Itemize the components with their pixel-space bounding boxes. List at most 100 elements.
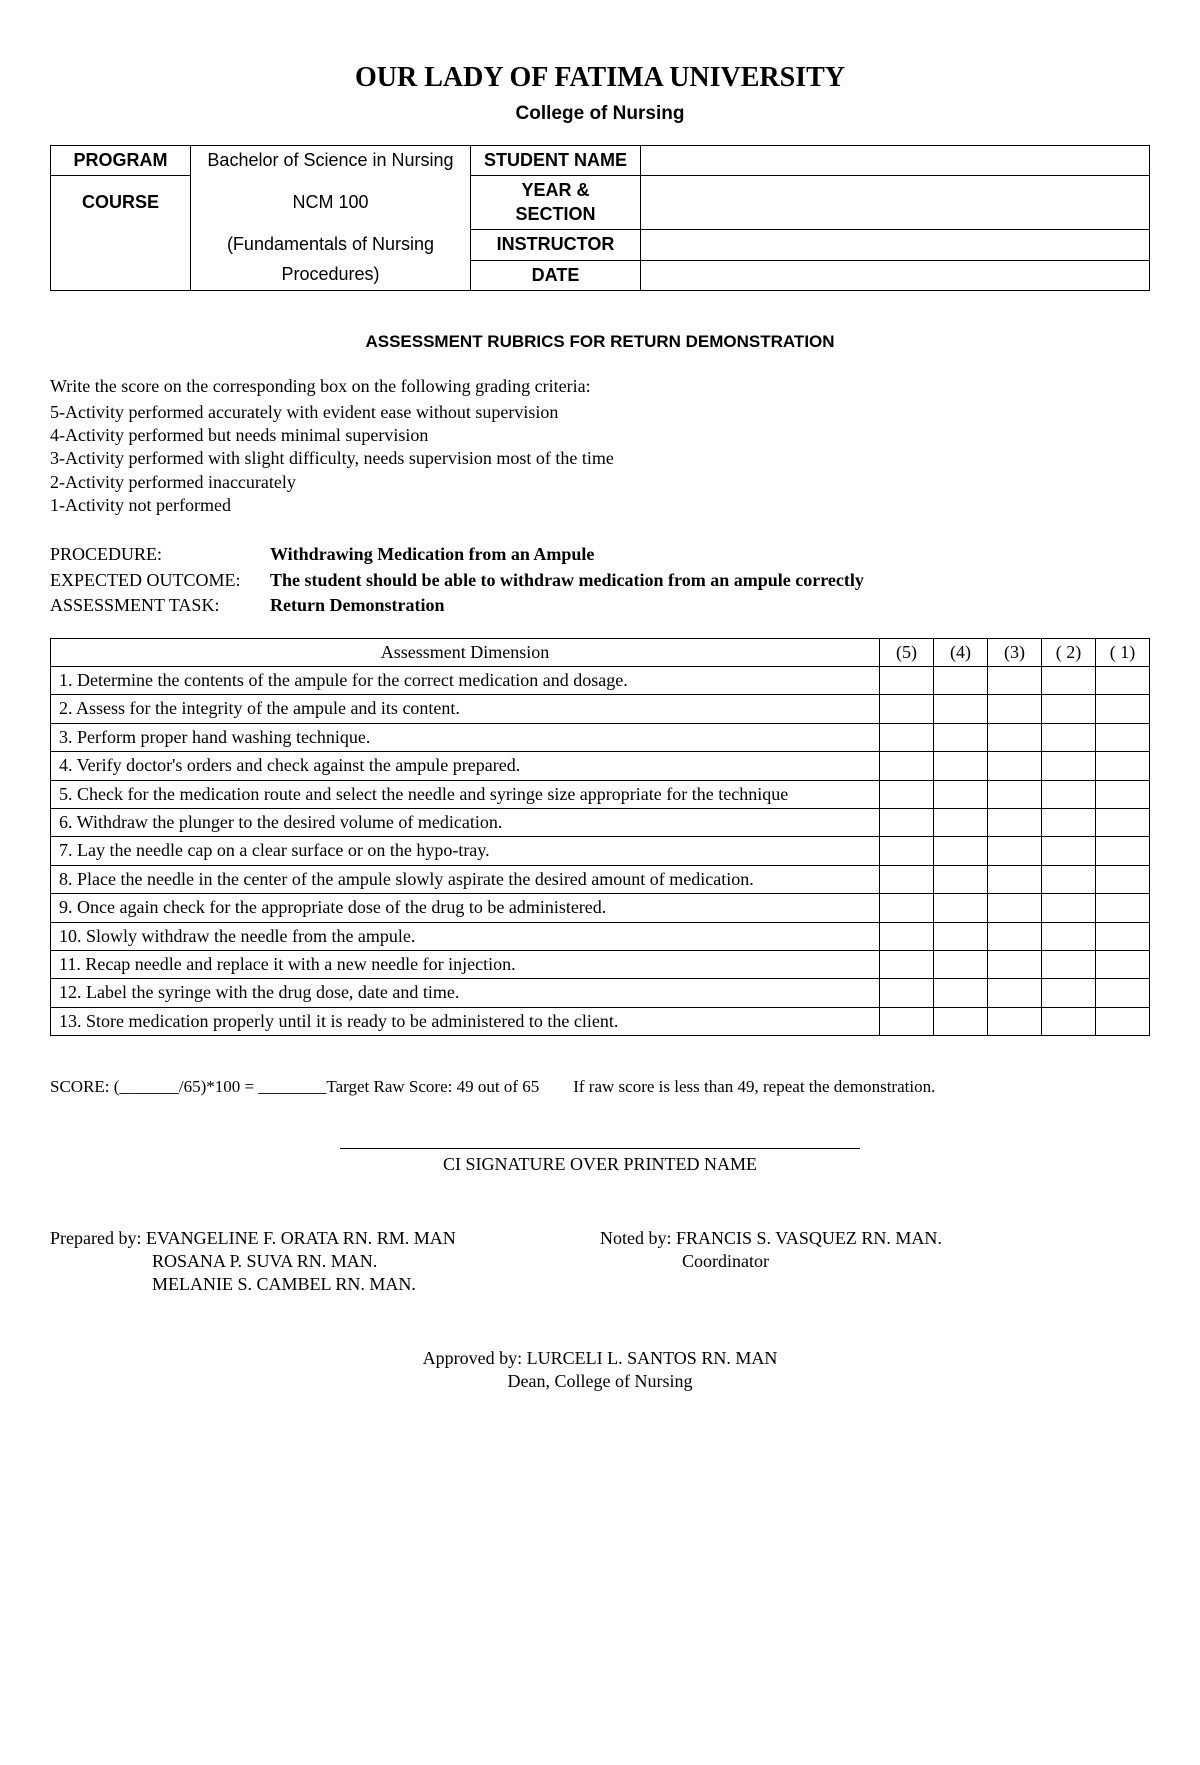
task-value: Return Demonstration (270, 594, 1150, 617)
score-cell[interactable] (1042, 752, 1096, 780)
score-cell[interactable] (1096, 1007, 1150, 1035)
student-name-label: STUDENT NAME (471, 146, 641, 176)
course-label: COURSE (51, 176, 191, 230)
score-cell[interactable] (880, 808, 934, 836)
course-value-1: NCM 100 (191, 176, 471, 230)
instructor-label: INSTRUCTOR (471, 230, 641, 260)
score-cell[interactable] (934, 894, 988, 922)
dimension-cell: 12. Label the syringe with the drug dose… (51, 979, 880, 1007)
score-cell[interactable] (1096, 950, 1150, 978)
score-cell[interactable] (988, 979, 1042, 1007)
score-cell[interactable] (1042, 837, 1096, 865)
score-cell[interactable] (1096, 865, 1150, 893)
score-4-header: (4) (934, 638, 988, 666)
score-2-header: ( 2) (1042, 638, 1096, 666)
table-row: 4. Verify doctor's orders and check agai… (51, 752, 1150, 780)
score-cell[interactable] (934, 695, 988, 723)
signature-line (340, 1148, 860, 1149)
student-name-value[interactable] (641, 146, 1150, 176)
score-1-header: ( 1) (1096, 638, 1150, 666)
table-row: 10. Slowly withdraw the needle from the … (51, 922, 1150, 950)
score-cell[interactable] (1042, 723, 1096, 751)
score-cell[interactable] (934, 723, 988, 751)
score-cell[interactable] (880, 667, 934, 695)
score-cell[interactable] (1042, 808, 1096, 836)
dimension-cell: 7. Lay the needle cap on a clear surface… (51, 837, 880, 865)
score-cell[interactable] (988, 667, 1042, 695)
score-cell[interactable] (880, 865, 934, 893)
noted-label: Noted by: (600, 1228, 676, 1248)
score-cell[interactable] (1042, 1007, 1096, 1035)
instructor-value[interactable] (641, 230, 1150, 260)
score-cell[interactable] (988, 950, 1042, 978)
score-cell[interactable] (988, 723, 1042, 751)
prepared-name-1: EVANGELINE F. ORATA RN. RM. MAN (146, 1228, 456, 1248)
score-cell[interactable] (1042, 950, 1096, 978)
noted-by-block: Noted by: FRANCIS S. VASQUEZ RN. MAN. Co… (600, 1227, 1150, 1297)
score-cell[interactable] (880, 695, 934, 723)
score-cell[interactable] (1096, 979, 1150, 1007)
score-cell[interactable] (1096, 723, 1150, 751)
score-cell[interactable] (1042, 695, 1096, 723)
noted-name: FRANCIS S. VASQUEZ RN. MAN. (676, 1228, 942, 1248)
prepared-by-block: Prepared by: EVANGELINE F. ORATA RN. RM.… (50, 1227, 600, 1297)
score-cell[interactable] (934, 865, 988, 893)
score-cell[interactable] (880, 1007, 934, 1035)
score-cell[interactable] (1042, 865, 1096, 893)
university-title: OUR LADY OF FATIMA UNIVERSITY (50, 60, 1150, 96)
score-cell[interactable] (988, 695, 1042, 723)
table-row: 12. Label the syringe with the drug dose… (51, 979, 1150, 1007)
score-cell[interactable] (1042, 979, 1096, 1007)
score-cell[interactable] (934, 808, 988, 836)
score-cell[interactable] (1096, 808, 1150, 836)
score-cell[interactable] (934, 667, 988, 695)
score-cell[interactable] (880, 837, 934, 865)
score-cell[interactable] (880, 894, 934, 922)
score-cell[interactable] (934, 950, 988, 978)
score-cell[interactable] (880, 752, 934, 780)
score-cell[interactable] (1042, 667, 1096, 695)
date-value[interactable] (641, 260, 1150, 290)
score-cell[interactable] (880, 950, 934, 978)
dimension-cell: 2. Assess for the integrity of the ampul… (51, 695, 880, 723)
score-cell[interactable] (934, 752, 988, 780)
dimension-cell: 10. Slowly withdraw the needle from the … (51, 922, 880, 950)
score-cell[interactable] (934, 922, 988, 950)
score-cell[interactable] (1096, 894, 1150, 922)
score-cell[interactable] (1042, 894, 1096, 922)
score-cell[interactable] (988, 780, 1042, 808)
score-cell[interactable] (1096, 752, 1150, 780)
year-section-value[interactable] (641, 176, 1150, 230)
blank-cell (51, 230, 191, 260)
score-cell[interactable] (988, 837, 1042, 865)
score-cell[interactable] (880, 780, 934, 808)
score-cell[interactable] (1096, 780, 1150, 808)
score-cell[interactable] (988, 1007, 1042, 1035)
score-cell[interactable] (880, 979, 934, 1007)
score-cell[interactable] (1096, 695, 1150, 723)
score-cell[interactable] (988, 922, 1042, 950)
score-cell[interactable] (1042, 780, 1096, 808)
table-row: 8. Place the needle in the center of the… (51, 865, 1150, 893)
year-section-label: YEAR & SECTION (471, 176, 641, 230)
table-row: 7. Lay the needle cap on a clear surface… (51, 837, 1150, 865)
score-cell[interactable] (988, 752, 1042, 780)
blank-cell-2 (51, 260, 191, 290)
score-cell[interactable] (1096, 922, 1150, 950)
score-cell[interactable] (1096, 667, 1150, 695)
score-cell[interactable] (934, 780, 988, 808)
score-cell[interactable] (988, 808, 1042, 836)
score-cell[interactable] (880, 922, 934, 950)
score-cell[interactable] (934, 979, 988, 1007)
signature-block: CI SIGNATURE OVER PRINTED NAME (50, 1148, 1150, 1176)
score-cell[interactable] (1042, 922, 1096, 950)
score-cell[interactable] (934, 837, 988, 865)
score-line: SCORE: (_______/65)*100 = ________Target… (50, 1076, 1150, 1098)
score-cell[interactable] (880, 723, 934, 751)
dimension-cell: 6. Withdraw the plunger to the desired v… (51, 808, 880, 836)
score-cell[interactable] (934, 1007, 988, 1035)
prepared-noted-block: Prepared by: EVANGELINE F. ORATA RN. RM.… (50, 1227, 1150, 1297)
score-cell[interactable] (988, 865, 1042, 893)
score-cell[interactable] (988, 894, 1042, 922)
score-cell[interactable] (1096, 837, 1150, 865)
